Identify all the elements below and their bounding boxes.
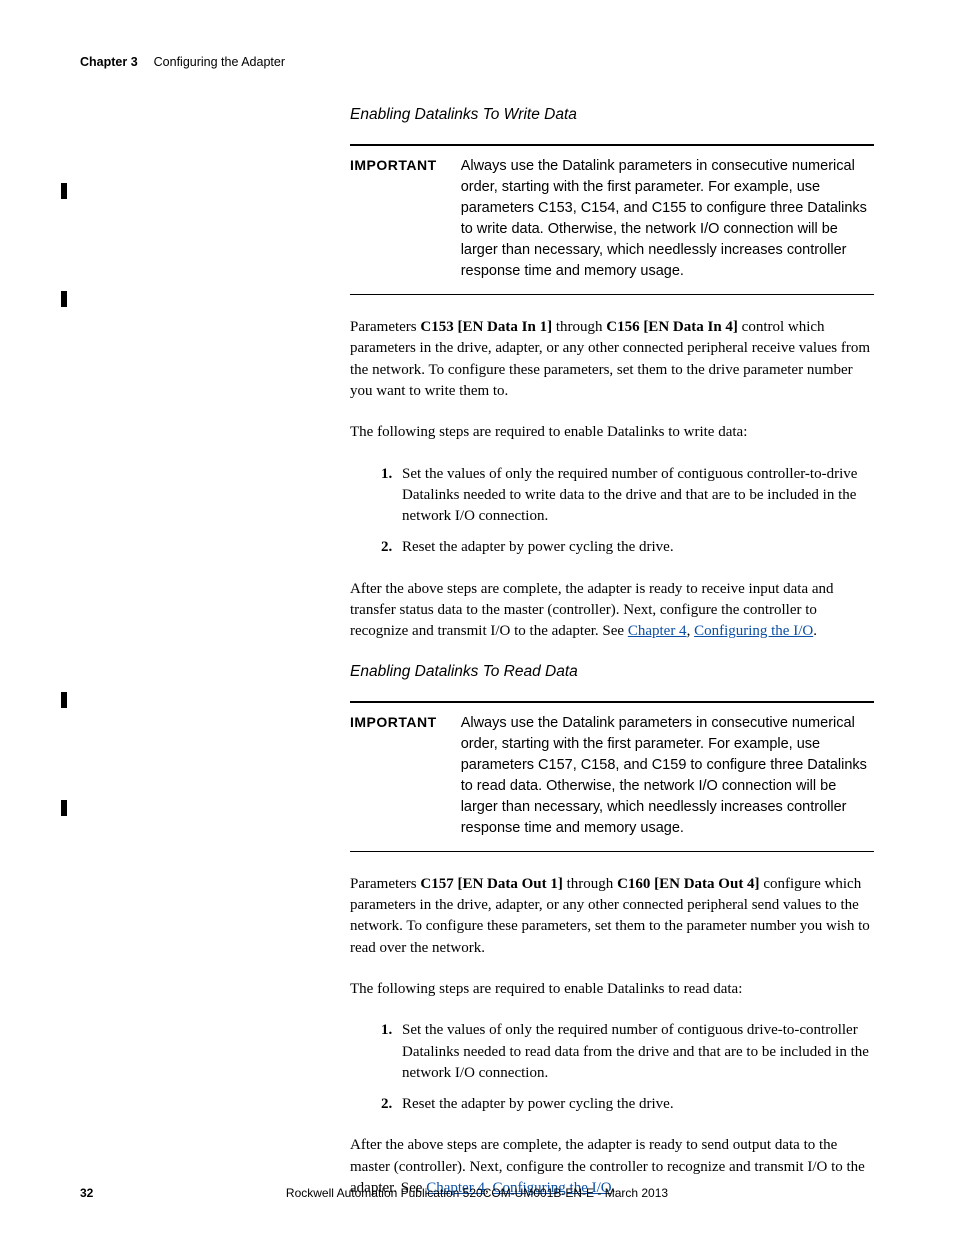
callout-label: IMPORTANT <box>350 713 437 839</box>
page-number: 32 <box>80 1186 93 1200</box>
paragraph: The following steps are required to enab… <box>350 422 874 443</box>
para-text: , <box>687 623 695 639</box>
change-bar <box>61 800 67 816</box>
paragraph: The following steps are required to enab… <box>350 979 874 1000</box>
page-footer: 32 Rockwell Automation Publication 520CO… <box>0 1186 954 1200</box>
link-configuring-io[interactable]: Configuring the I/O <box>694 623 813 639</box>
page-header: Chapter 3 Configuring the Adapter <box>80 55 285 69</box>
param-ref: C153 [EN Data In 1] <box>420 319 552 335</box>
list-item: Set the values of only the required numb… <box>396 464 874 528</box>
para-text: . <box>813 623 817 639</box>
link-chapter-4[interactable]: Chapter 4 <box>628 623 687 639</box>
steps-list-write: Set the values of only the required numb… <box>350 464 874 559</box>
change-bar <box>61 291 67 307</box>
subheading-write: Enabling Datalinks To Write Data <box>350 106 874 124</box>
change-bar <box>61 692 67 708</box>
change-bar <box>61 183 67 199</box>
callout-label: IMPORTANT <box>350 156 437 282</box>
page-content: Enabling Datalinks To Write Data IMPORTA… <box>350 106 874 1219</box>
para-text: through <box>552 319 606 335</box>
para-text: Parameters <box>350 876 420 892</box>
important-callout-read: IMPORTANT Always use the Datalink parame… <box>350 701 874 852</box>
para-text: through <box>563 876 617 892</box>
publication-info: Rockwell Automation Publication 520COM-U… <box>0 1186 954 1200</box>
important-callout-write: IMPORTANT Always use the Datalink parame… <box>350 144 874 295</box>
list-item: Set the values of only the required numb… <box>396 1020 874 1084</box>
paragraph: Parameters C153 [EN Data In 1] through C… <box>350 317 874 402</box>
param-ref: C157 [EN Data Out 1] <box>420 876 563 892</box>
para-text: Parameters <box>350 319 420 335</box>
paragraph: Parameters C157 [EN Data Out 1] through … <box>350 874 874 959</box>
chapter-label: Chapter 3 <box>80 55 138 69</box>
chapter-title: Configuring the Adapter <box>154 55 285 69</box>
steps-list-read: Set the values of only the required numb… <box>350 1020 874 1115</box>
list-item: Reset the adapter by power cycling the d… <box>396 537 874 558</box>
list-item: Reset the adapter by power cycling the d… <box>396 1094 874 1115</box>
callout-body: Always use the Datalink parameters in co… <box>461 713 874 839</box>
param-ref: C160 [EN Data Out 4] <box>617 876 760 892</box>
param-ref: C156 [EN Data In 4] <box>606 319 738 335</box>
paragraph: After the above steps are complete, the … <box>350 579 874 643</box>
subheading-read: Enabling Datalinks To Read Data <box>350 663 874 681</box>
callout-body: Always use the Datalink parameters in co… <box>461 156 874 282</box>
